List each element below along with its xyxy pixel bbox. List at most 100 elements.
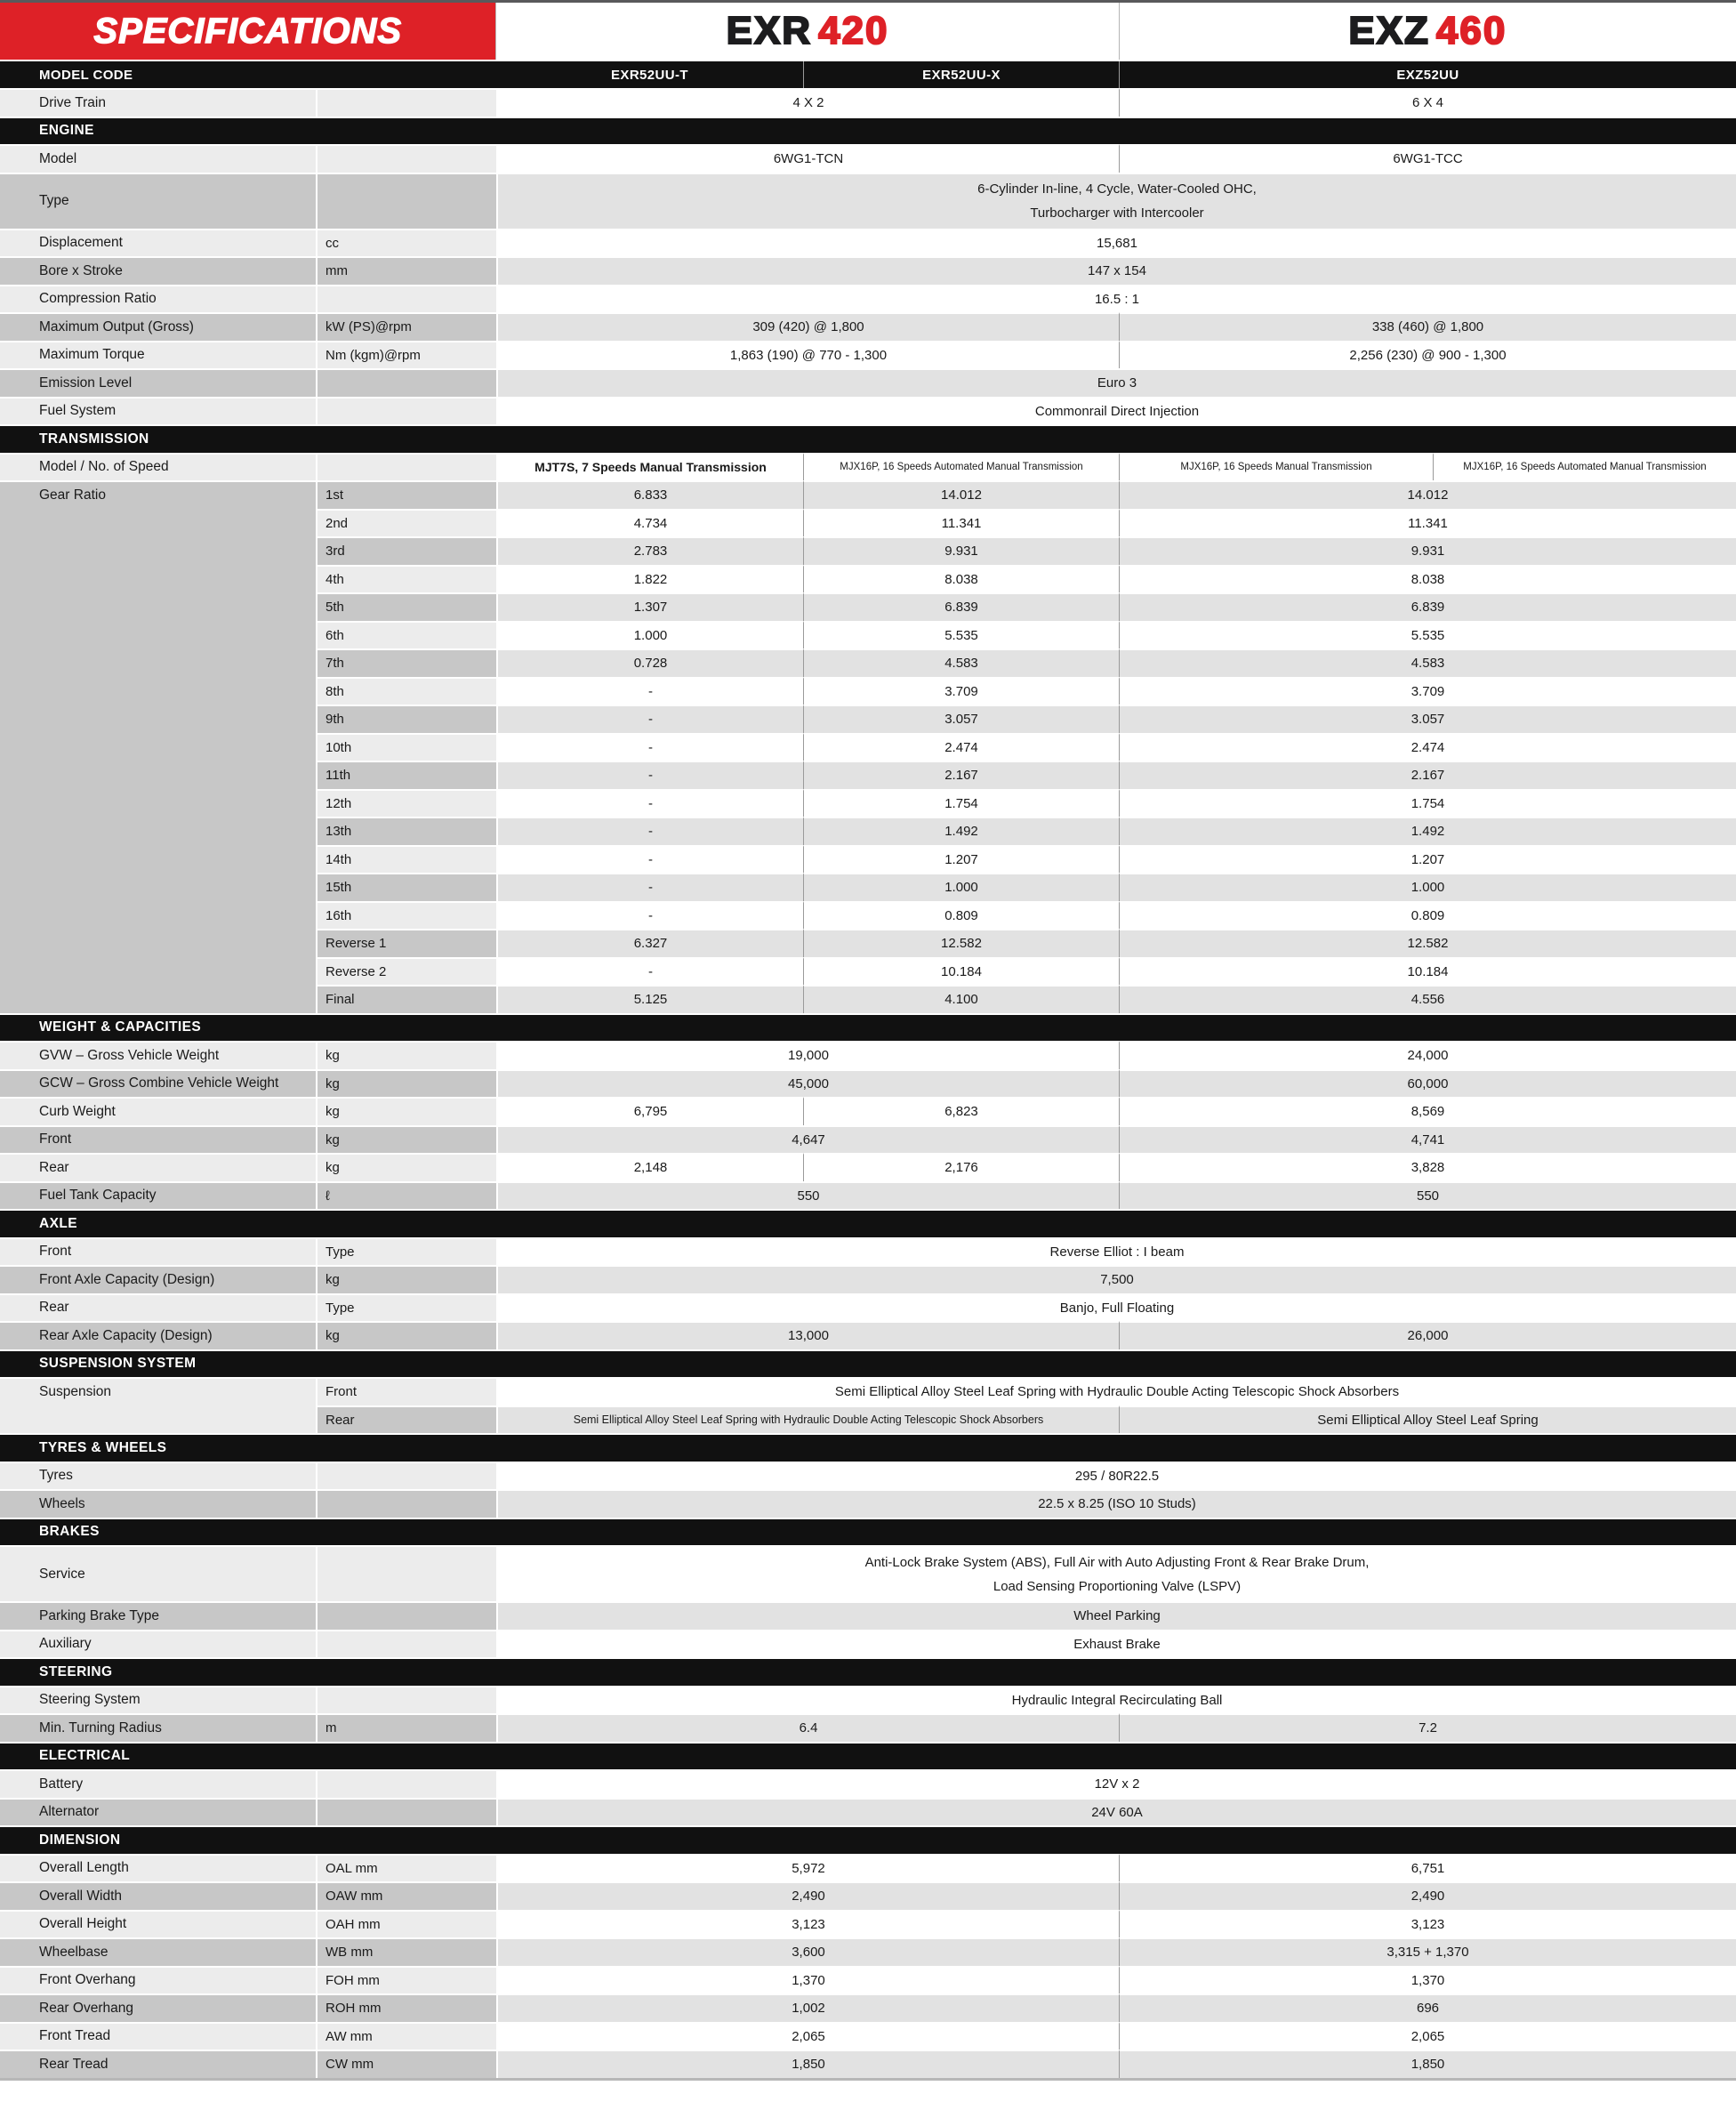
spec-value: 2.783 xyxy=(496,536,803,565)
spec-value: 1.492 xyxy=(1119,817,1736,845)
spec-value: 2,490 xyxy=(1119,1881,1736,1910)
spec-row: 16th -0.809 0.809 xyxy=(0,900,1736,929)
spec-row: Steering System Hydraulic Integral Recirc… xyxy=(0,1685,1736,1713)
spec-label: Compression Ratio xyxy=(0,284,316,312)
spec-unit xyxy=(316,1769,496,1798)
spec-row: Bore x Stroke mm 147 x 154 xyxy=(0,256,1736,285)
spec-unit: kg xyxy=(316,1124,496,1153)
spec-value: 6.4 xyxy=(496,1713,1119,1742)
spec-unit: kg xyxy=(316,1041,496,1069)
model-logo-exz460: EXZ 460 xyxy=(1118,3,1736,60)
spec-label: Type xyxy=(0,172,316,229)
spec-value: 1,850 xyxy=(496,2050,1119,2078)
spec-value: 19,000 xyxy=(496,1041,1119,1069)
spec-label: Min. Turning Radius xyxy=(0,1713,316,1742)
section-bar: WEIGHT & CAPACITIES xyxy=(0,1012,1736,1041)
spec-row: Wheelbase WB mm 3,600 3,315 + 1,370 xyxy=(0,1937,1736,1966)
spec-value: 6 X 4 xyxy=(1119,88,1736,117)
spec-unit: Reverse 2 xyxy=(316,956,496,985)
spec-value: 4 X 2 xyxy=(496,88,1119,117)
spec-unit: Reverse 1 xyxy=(316,929,496,957)
spec-label: Front Overhang xyxy=(0,1965,316,1993)
spec-value: 9.931 xyxy=(1119,536,1736,565)
spec-value: 1.492 xyxy=(803,817,1119,845)
exz-logo-prefix: EXZ xyxy=(1347,8,1430,53)
spec-label: Auxiliary xyxy=(0,1629,316,1657)
spec-unit: kW (PS)@rpm xyxy=(316,312,496,341)
spec-value: 6.833 xyxy=(496,480,803,509)
spec-value: 6-Cylinder In-line, 4 Cycle, Water-Coole… xyxy=(496,172,1736,229)
spec-label: Rear xyxy=(0,1293,316,1321)
spec-label xyxy=(0,732,316,761)
spec-value: 6,795 xyxy=(496,1097,803,1125)
spec-value: 15,681 xyxy=(496,228,1736,256)
section-title: ELECTRICAL xyxy=(39,1748,131,1764)
spec-unit: kg xyxy=(316,1153,496,1181)
spec-value: Semi Elliptical Alloy Steel Leaf Spring … xyxy=(496,1377,1736,1405)
spec-value: 1.754 xyxy=(1119,788,1736,817)
spec-value: 6.327 xyxy=(496,929,803,957)
spec-unit xyxy=(316,1685,496,1713)
spec-unit xyxy=(316,396,496,424)
spec-label: Front Axle Capacity (Design) xyxy=(0,1265,316,1293)
spec-unit: CW mm xyxy=(316,2050,496,2078)
spec-value: 14.012 xyxy=(1119,480,1736,509)
spec-label xyxy=(0,648,316,677)
spec-unit xyxy=(316,1461,496,1489)
spec-row: Displacement cc 15,681 xyxy=(0,228,1736,256)
spec-value: 6WG1-TCC xyxy=(1119,144,1736,173)
spec-unit: Nm (kgm)@rpm xyxy=(316,340,496,368)
spec-row: Gear Ratio 1st 6.833 14.012 14.012 xyxy=(0,480,1736,509)
spec-row: Rear Tread CW mm 1,850 1,850 xyxy=(0,2050,1736,2078)
spec-value: 2.167 xyxy=(803,761,1119,789)
spec-row: Curb Weight kg 6,795 6,823 8,569 xyxy=(0,1097,1736,1125)
spec-unit xyxy=(316,1545,496,1601)
section-bar: TRANSMISSION xyxy=(0,424,1736,453)
spec-value: 12.582 xyxy=(803,929,1119,957)
spec-unit xyxy=(316,284,496,312)
spec-value: 0.809 xyxy=(1119,900,1736,929)
spec-value: 16.5 : 1 xyxy=(496,284,1736,312)
spec-value: 147 x 154 xyxy=(496,256,1736,285)
spec-unit: m xyxy=(316,1713,496,1742)
spec-value: - xyxy=(496,732,803,761)
spec-value: 26,000 xyxy=(1119,1321,1736,1349)
spec-unit: 10th xyxy=(316,732,496,761)
spec-row: 10th -2.474 2.474 xyxy=(0,732,1736,761)
spec-label xyxy=(0,985,316,1013)
spec-value: 7.2 xyxy=(1119,1713,1736,1742)
spec-value: 3.057 xyxy=(1119,705,1736,733)
spec-row: Rear Semi Elliptical Alloy Steel Leaf Spr… xyxy=(0,1405,1736,1433)
spec-label xyxy=(0,929,316,957)
spec-row: 3rd 2.783 9.931 9.931 xyxy=(0,536,1736,565)
spec-value: - xyxy=(496,956,803,985)
spec-value: - xyxy=(496,676,803,705)
exz460-logo: EXZ 460 xyxy=(1347,8,1507,53)
spec-label: Model xyxy=(0,144,316,173)
spec-value: - xyxy=(496,900,803,929)
spec-row: Reverse 2-10.184 10.184 xyxy=(0,956,1736,985)
spec-unit: ROH mm xyxy=(316,1993,496,2022)
spec-row: 2nd 4.734 11.341 11.341 xyxy=(0,508,1736,536)
spec-value: Hydraulic Integral Recirculating Ball xyxy=(496,1685,1736,1713)
spec-value: 4.100 xyxy=(803,985,1119,1013)
spec-row: Tyres 295 / 80R22.5 xyxy=(0,1461,1736,1489)
spec-value: 4.583 xyxy=(1119,648,1736,677)
spec-value: 5.535 xyxy=(1119,620,1736,648)
section-title: BRAKES xyxy=(39,1524,100,1540)
section-bar: STEERING xyxy=(0,1657,1736,1686)
spec-value: 3.057 xyxy=(803,705,1119,733)
section-title: ENGINE xyxy=(39,123,94,139)
exr420-logo: EXR 420 xyxy=(726,8,889,53)
spec-unit: 3rd xyxy=(316,536,496,565)
section-title: SUSPENSION SYSTEM xyxy=(39,1356,197,1372)
spec-value: 0.809 xyxy=(803,900,1119,929)
spec-row: Type 6-Cylinder In-line, 4 Cycle, Water-C… xyxy=(0,172,1736,229)
spec-value: MJX16P, 16 Speeds Automated Manual Trans… xyxy=(1433,452,1736,480)
spec-row: Front Type Reverse Elliot : I beam xyxy=(0,1236,1736,1265)
section-bar: SUSPENSION SYSTEM xyxy=(0,1349,1736,1377)
spec-value: 1,850 xyxy=(1119,2050,1736,2078)
spec-label: Rear xyxy=(0,1153,316,1181)
spec-unit: OAL mm xyxy=(316,1853,496,1881)
